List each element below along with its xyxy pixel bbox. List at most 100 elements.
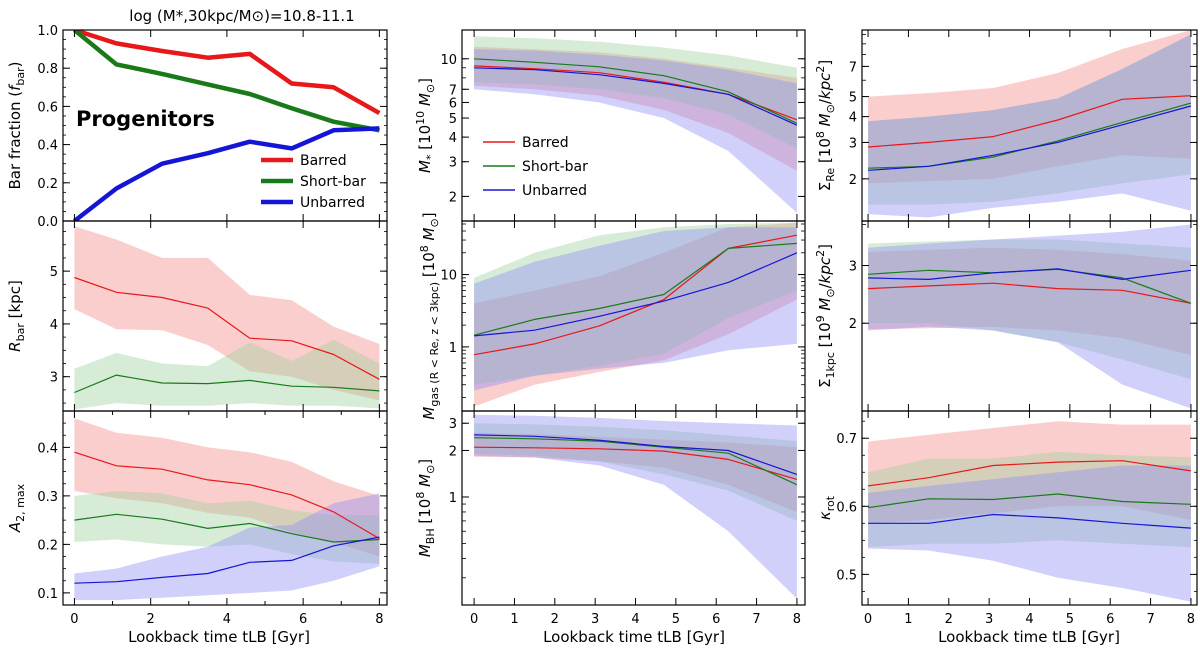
ylabel-part: ) (6, 61, 24, 67)
yticklabel-mstar-2: 2 (449, 190, 457, 205)
band-sigma_re-shortbar (868, 34, 1191, 205)
xticklabel-mbh-4: 4 (631, 612, 639, 627)
ylabel-fbar: Bar fraction (fbar) (6, 61, 27, 189)
xticklabel-kappa_rot-1: 1 (904, 612, 912, 627)
ylabel-mstar: M* [1010 M⊙] (414, 78, 437, 173)
ylabel-part: ⊙ (824, 104, 837, 113)
yticklabel-fbar-0.8: 0.8 (37, 62, 58, 77)
ylabel-part: 2, max (14, 483, 27, 521)
yticklabel-kappa_rot-0.5: 0.5 (836, 568, 857, 583)
band-mstar-shortbar (474, 36, 797, 149)
band-mbh-unbarred (474, 414, 797, 599)
legend-mstar-barred-label: Barred (522, 135, 569, 151)
ylabel-part: [10 (816, 322, 834, 352)
frame-mbh (461, 410, 806, 606)
xlabel-middle: Lookback time tLB [Gyr] (543, 628, 725, 646)
ylabel-part: [10 (816, 138, 834, 168)
ylabel-part: ⊙ (424, 465, 437, 474)
ylabel-part: Bar fraction ( (6, 91, 24, 190)
ylabel-part: 8 (814, 131, 827, 138)
line-rbar-barred (74, 276, 380, 380)
xticklabel-mbh-2: 2 (551, 612, 559, 627)
legend-fbar-unbarred-label: Unbarred (300, 195, 365, 211)
xticklabel-kappa_rot-6: 6 (1106, 612, 1114, 627)
yticklabel-mstar-7: 7 (449, 83, 457, 98)
ylabel-part: ] (816, 244, 834, 250)
yticklabel-fbar-0.2: 0.2 (37, 177, 58, 192)
ylabel-part: [10 (420, 252, 438, 282)
line-mbh-barred (474, 446, 798, 480)
yticklabel-fbar-1: 1.0 (37, 24, 58, 39)
ylabel-part: f (6, 83, 24, 91)
ylabel-part: kpc (816, 256, 834, 283)
line-mbh-unbarred (474, 434, 798, 475)
ylabel-mbh: MBH [108 M⊙] (414, 459, 437, 557)
ylabel-mgas: Mgas (R < Re, z < 3kpc) [108 M⊙] (418, 212, 441, 419)
plot-area-kappa_rot (868, 421, 1191, 602)
panel-rbar: 3 4 5 Rbar [kpc] (6, 220, 388, 412)
ylabel-part: bar (14, 67, 27, 86)
ylabel-part: ⊙ (824, 288, 837, 297)
ylabel-part: M (816, 298, 834, 311)
ylabel-part: κ (816, 511, 834, 520)
ylabel-part: rot (824, 495, 837, 511)
line-kappa_rot-barred (868, 460, 1191, 487)
ylabel-part: , z < 3kpc) (428, 282, 441, 342)
line-sigma_re-barred (868, 95, 1191, 148)
ylabel-part: M (416, 93, 434, 106)
yticklabel-a2max-0.4: 0.4 (37, 441, 58, 456)
xticklabel-mbh-6: 6 (712, 612, 720, 627)
ylabel-part: 2 (814, 66, 827, 73)
progenitors-annotation: Progenitors (76, 107, 215, 131)
yticklabel-mbh-3: 3 (449, 417, 457, 432)
ylabel-part: ] (416, 459, 434, 465)
line-kappa_rot-unbarred (868, 513, 1191, 529)
ylabel-part: gas (R < R (428, 348, 441, 407)
line-mstar-unbarred (474, 67, 798, 126)
xticklabel-mbh-5: 5 (672, 612, 680, 627)
band-mgas-shortbar (474, 222, 797, 385)
line-fbar-shortbar (72, 30, 380, 133)
ylabel-part: 8 (414, 492, 427, 499)
panel-a2max: 0 2 4 6 8 0.1 0.2 0.3 0.4 A2, max (6, 410, 388, 627)
ylabel-rbar: Rbar [kpc] (6, 280, 27, 352)
band-sigma_re-unbarred (868, 34, 1191, 218)
ylabel-part: M (420, 407, 438, 420)
line-kappa_rot-shortbar (868, 493, 1191, 509)
band-a2max-unbarred (74, 493, 380, 601)
ylabel-kappa_rot: κrot (816, 495, 837, 520)
yticklabel-a2max-0.3: 0.3 (37, 490, 58, 505)
ylabel-part: e (428, 341, 441, 348)
legend-fbar-barred-label: Barred (300, 153, 347, 169)
yticklabel-mstar-5: 5 (449, 112, 457, 127)
yticklabel-fbar-0: 0.0 (37, 215, 58, 230)
yticklabel-mstar-10: 10 (440, 53, 457, 68)
xticklabel-kappa_rot-8: 8 (1187, 612, 1195, 627)
yticklabel-mstar-3: 3 (449, 156, 457, 171)
ylabel-part: A (6, 522, 24, 533)
ylabel-part: bar (14, 323, 27, 342)
yticklabel-sigma_re-3: 3 (849, 136, 857, 151)
band-kappa_rot-shortbar (868, 451, 1191, 548)
band-mgas-unbarred (474, 227, 797, 391)
yticklabel-mstar-6: 6 (449, 96, 457, 111)
plot-area-mstar (474, 36, 798, 213)
yticklabel-fbar-0.4: 0.4 (37, 139, 58, 154)
band-sigma_1kpc-unbarred (868, 224, 1191, 409)
legend-mstar-shortbar-label: Short-bar (522, 159, 588, 175)
band-rbar-shortbar (74, 339, 380, 410)
ylabel-part: M (416, 160, 434, 173)
yticklabel-mgas-1: 1 (449, 341, 457, 356)
line-mstar-shortbar (474, 58, 798, 124)
band-a2max-shortbar (74, 491, 380, 564)
legend-fbar: Barred Short-bar Unbarred (261, 153, 366, 211)
line-rbar-shortbar (74, 374, 380, 394)
band-sigma_1kpc-barred (868, 247, 1191, 355)
xticklabel-kappa_rot-5: 5 (1066, 612, 1074, 627)
ylabel-part: ⊙ (428, 218, 441, 227)
ylabel-part: ] (420, 212, 438, 218)
